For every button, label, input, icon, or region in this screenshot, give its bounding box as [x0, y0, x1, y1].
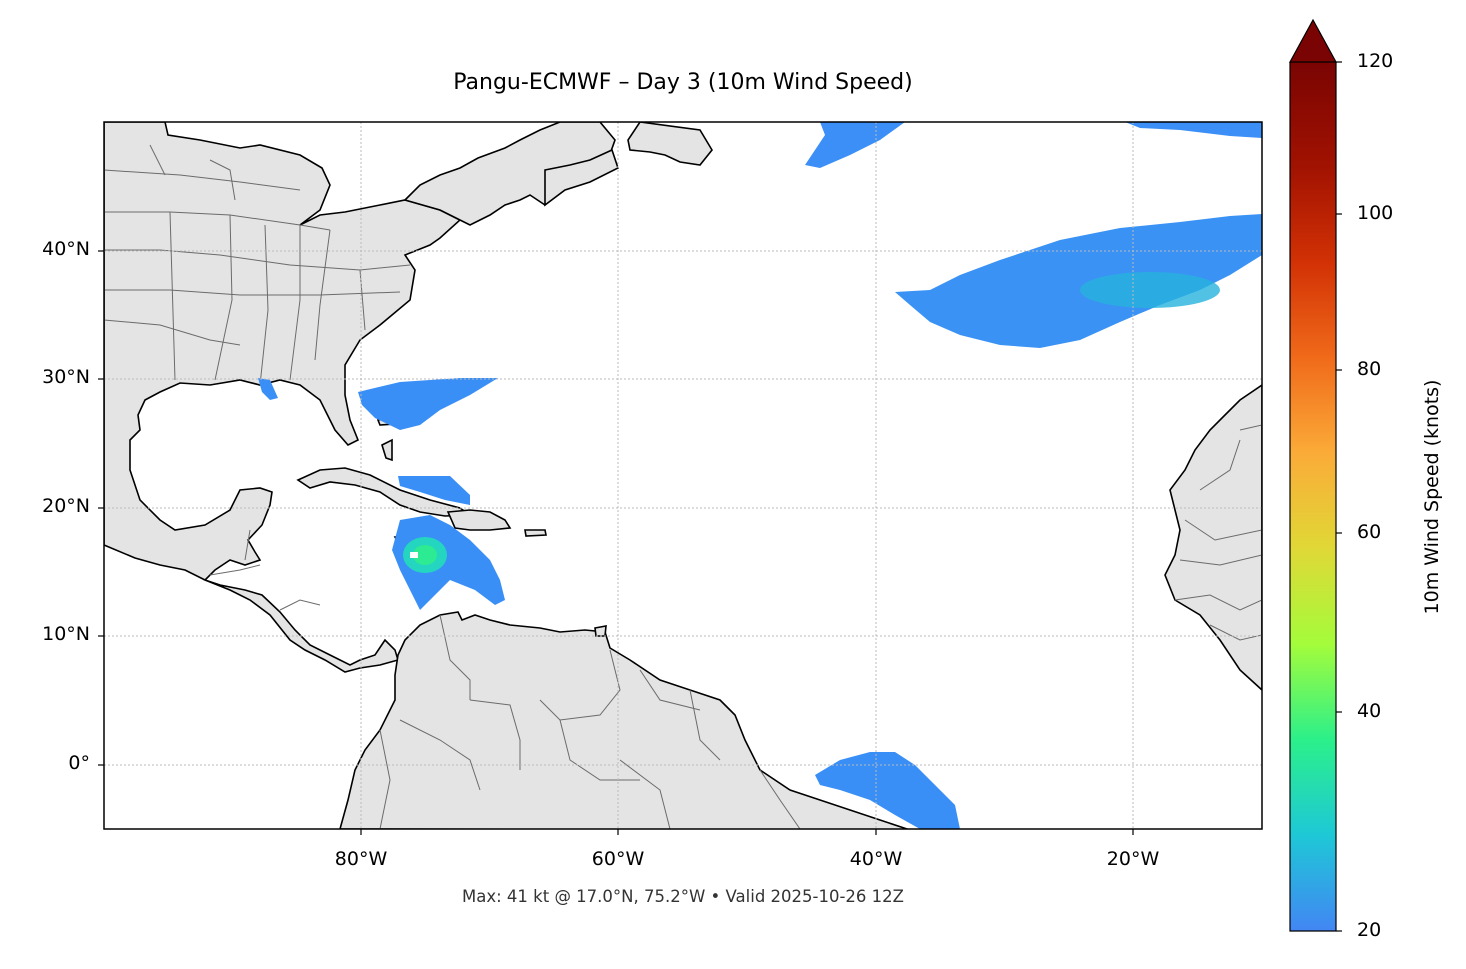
gridlines	[104, 122, 1262, 829]
land-south-america	[339, 611, 910, 829]
lat-tick: 20°N	[42, 495, 90, 517]
political-borders	[104, 144, 1262, 829]
colorbar-tick: 60	[1357, 521, 1382, 543]
colorbar-tick: 100	[1357, 202, 1394, 224]
lat-tick: 30°N	[42, 366, 90, 388]
lon-tick: 40°W	[849, 848, 903, 870]
wind-patch-north-atlantic	[805, 122, 905, 168]
land-puerto-rico	[524, 529, 547, 537]
colorbar-tick: 20	[1357, 919, 1382, 941]
map-title: Pangu-ECMWF – Day 3 (10m Wind Speed)	[453, 70, 913, 95]
lon-tick: 60°W	[591, 848, 645, 870]
colorbar-tick: 120	[1357, 50, 1394, 72]
wind-patch-gulf	[258, 378, 278, 400]
lon-tick: 80°W	[334, 848, 388, 870]
colorbar-tick: 40	[1357, 700, 1382, 722]
lon-tick: 20°W	[1106, 848, 1160, 870]
land-africa	[1164, 384, 1262, 692]
colorbar-label: 10m Wind Speed (knots)	[1421, 379, 1443, 615]
colorbar-tick: 80	[1357, 358, 1382, 380]
map-frame	[103, 121, 1263, 830]
land-hispaniola	[446, 509, 512, 531]
wind-patch-bahamas	[398, 476, 470, 505]
wind-patch-florida	[358, 378, 498, 430]
wind-patch-north-atlantic-east	[1125, 122, 1262, 138]
max-info-caption: Max: 41 kt @ 17.0°N, 75.2°W • Valid 2025…	[462, 887, 904, 906]
lat-tick: 10°N	[42, 623, 90, 645]
wind-patch-brazil	[815, 752, 960, 829]
wind-speed-field	[258, 122, 1262, 829]
land-newfoundland	[627, 122, 713, 166]
wind-patch-azores	[895, 214, 1262, 348]
lat-tick: 0°	[68, 752, 90, 774]
lat-tick: 40°N	[42, 238, 90, 260]
